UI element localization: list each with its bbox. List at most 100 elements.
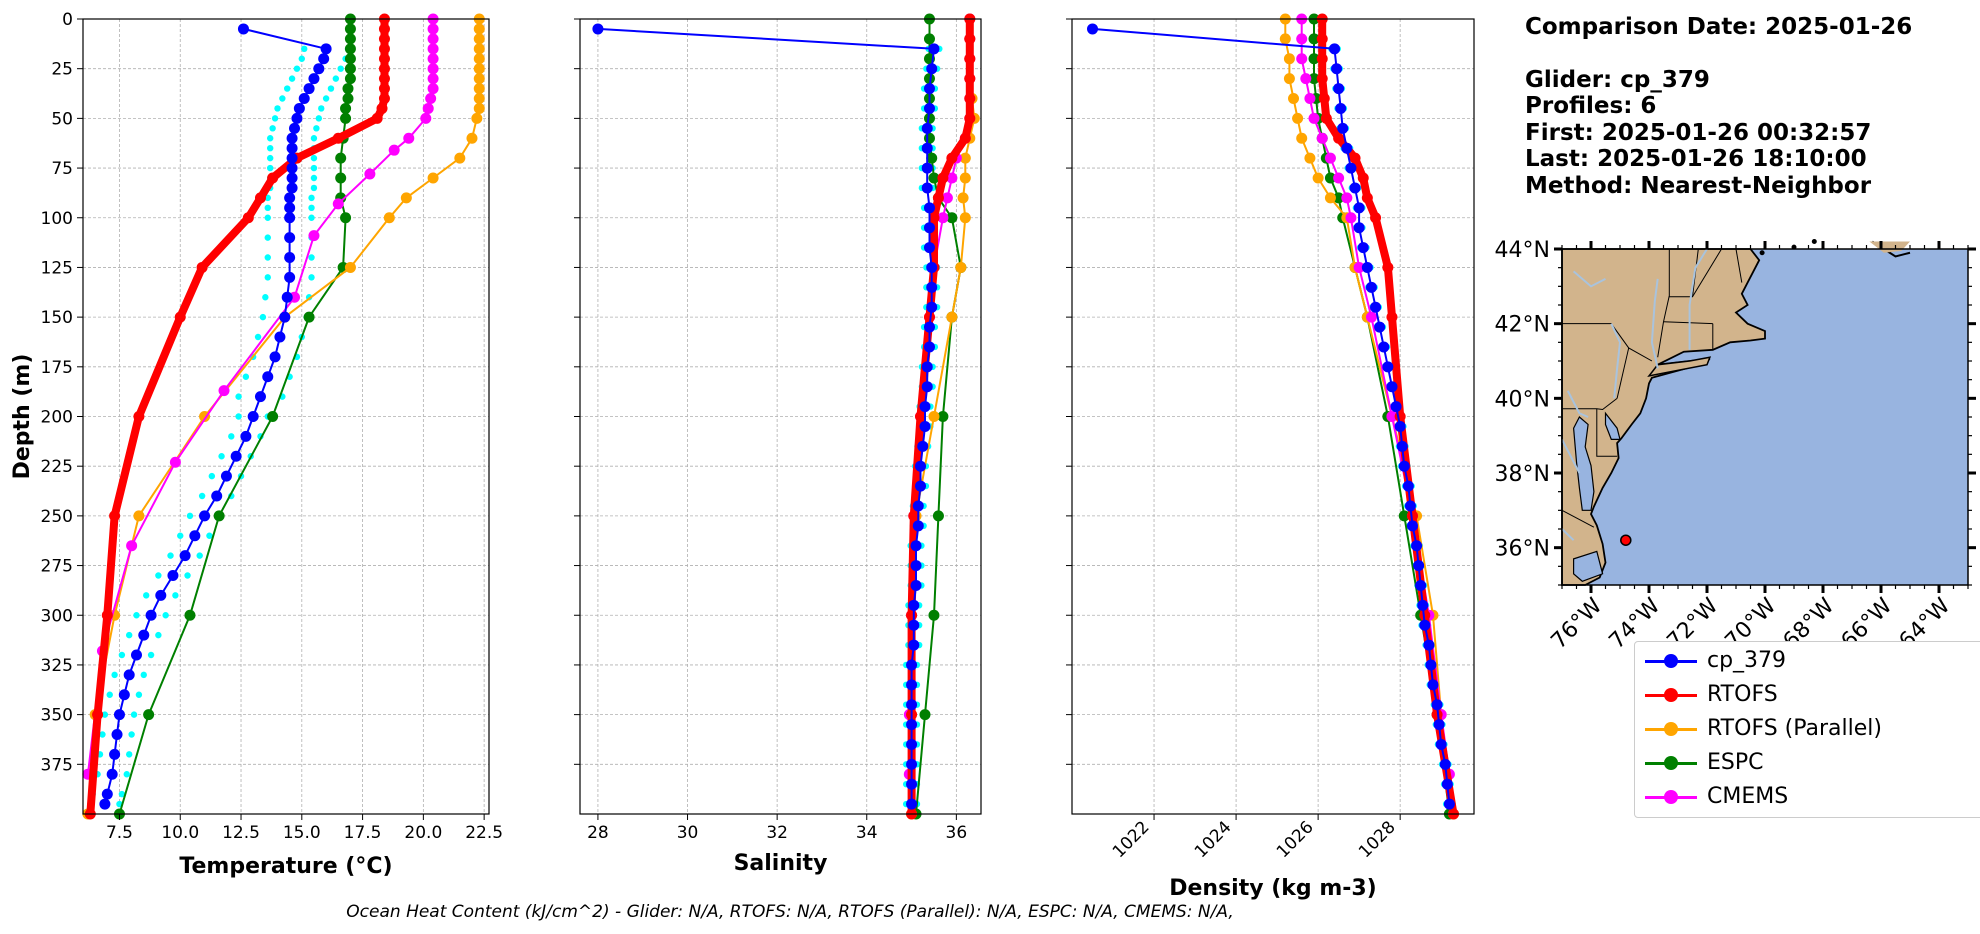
- data-point: [113, 709, 125, 721]
- location-map: 44°N42°N40°N38°N36°N76°W74°W72°W70°W68°W…: [1495, 238, 1976, 654]
- data-point: [1296, 53, 1308, 65]
- glider-profile-point: [310, 184, 318, 192]
- glider-profile-point: [310, 174, 318, 182]
- legend-item-rtofs-parallel: RTOFS (Parallel): [1635, 712, 1975, 746]
- profiles-count: Profiles: 6: [1525, 93, 1657, 119]
- data-point: [473, 73, 485, 85]
- series-rtofs: [906, 13, 976, 820]
- data-point: [179, 550, 191, 562]
- data-point: [143, 709, 155, 721]
- y-tick-label: 100: [41, 209, 73, 229]
- data-point: [906, 679, 918, 691]
- data-point: [155, 589, 167, 601]
- data-point: [240, 430, 252, 442]
- data-point: [921, 361, 933, 373]
- data-point: [213, 510, 225, 522]
- data-point: [101, 788, 113, 800]
- data-point: [466, 132, 478, 144]
- glider-profile-point: [266, 164, 274, 172]
- data-point: [1304, 152, 1316, 164]
- x-axis-label: Density (kg m-3): [1169, 876, 1377, 901]
- data-point: [1382, 261, 1394, 273]
- data-point: [908, 639, 920, 651]
- data-point: [130, 649, 142, 661]
- data-point: [926, 261, 938, 273]
- data-point: [919, 401, 931, 413]
- river: [1561, 528, 1575, 541]
- data-point: [1312, 172, 1324, 184]
- glider-profile-point: [128, 731, 135, 738]
- data-point: [1361, 192, 1373, 204]
- data-point: [906, 659, 918, 671]
- data-point: [1308, 112, 1320, 124]
- glider-profile-point: [155, 572, 162, 579]
- data-point: [378, 63, 390, 75]
- glider-profile-point: [125, 631, 133, 639]
- data-point: [344, 53, 356, 65]
- glider-profile-point: [177, 532, 184, 539]
- data-point: [242, 212, 254, 224]
- data-point: [959, 212, 971, 224]
- data-point: [284, 252, 296, 263]
- data-point: [230, 450, 242, 462]
- data-point: [1316, 33, 1328, 45]
- ocean-heat-content-footer: Ocean Heat Content (kJ/cm^2) - Glider: N…: [346, 902, 1234, 922]
- state-border: [1596, 408, 1618, 457]
- data-point: [964, 93, 976, 104]
- data-point: [422, 102, 434, 114]
- data-point: [378, 73, 390, 85]
- data-point: [1335, 102, 1347, 114]
- glider-profile-point: [264, 234, 271, 241]
- river: [1572, 270, 1606, 288]
- data-point: [1382, 361, 1394, 373]
- data-point: [917, 440, 929, 452]
- data-point: [109, 748, 121, 760]
- data-point: [1316, 53, 1328, 65]
- data-point: [167, 570, 179, 581]
- river: [1650, 278, 1659, 369]
- data-point: [344, 33, 356, 45]
- data-point: [378, 33, 390, 45]
- data-point: [471, 112, 483, 124]
- data-point: [118, 689, 130, 701]
- y-tick-label: 225: [41, 457, 73, 477]
- data-point: [196, 261, 208, 273]
- data-point: [189, 530, 201, 542]
- glider-profile-point: [118, 790, 126, 798]
- legend-marker: [1664, 654, 1678, 668]
- glider-profile-point: [310, 164, 318, 172]
- last-time: Last: 2025-01-26 18:10:00: [1525, 146, 1867, 172]
- data-point: [247, 411, 259, 422]
- data-point: [906, 798, 918, 810]
- data-point: [344, 63, 356, 75]
- data-point: [1386, 381, 1398, 393]
- data-point: [133, 411, 145, 422]
- data-point: [1417, 599, 1429, 611]
- data-point: [923, 73, 935, 85]
- legend-label: cp_379: [1707, 648, 1787, 673]
- glider-profile-point: [313, 125, 320, 132]
- data-point: [1374, 321, 1386, 333]
- data-point: [1308, 73, 1320, 85]
- data-point: [928, 411, 940, 422]
- data-point: [964, 112, 976, 124]
- data-point: [371, 112, 383, 124]
- data-point: [921, 182, 933, 194]
- data-point: [912, 520, 924, 532]
- glider-profile-point: [284, 85, 291, 92]
- data-point: [286, 152, 298, 164]
- x-tick-label: 1022: [1109, 817, 1154, 862]
- data-point: [126, 540, 138, 552]
- data-point: [293, 102, 305, 114]
- data-point: [473, 93, 485, 104]
- island: [1759, 250, 1765, 256]
- glider-profile-point: [310, 154, 318, 162]
- data-point: [1324, 192, 1336, 204]
- glider-name: Glider: cp_379: [1525, 66, 1710, 93]
- data-point: [123, 669, 135, 681]
- glider-profile-point: [242, 373, 250, 380]
- data-point: [941, 192, 953, 204]
- y-tick-label: 125: [41, 258, 73, 278]
- glider-profile-point: [99, 731, 106, 738]
- data-point: [473, 43, 485, 55]
